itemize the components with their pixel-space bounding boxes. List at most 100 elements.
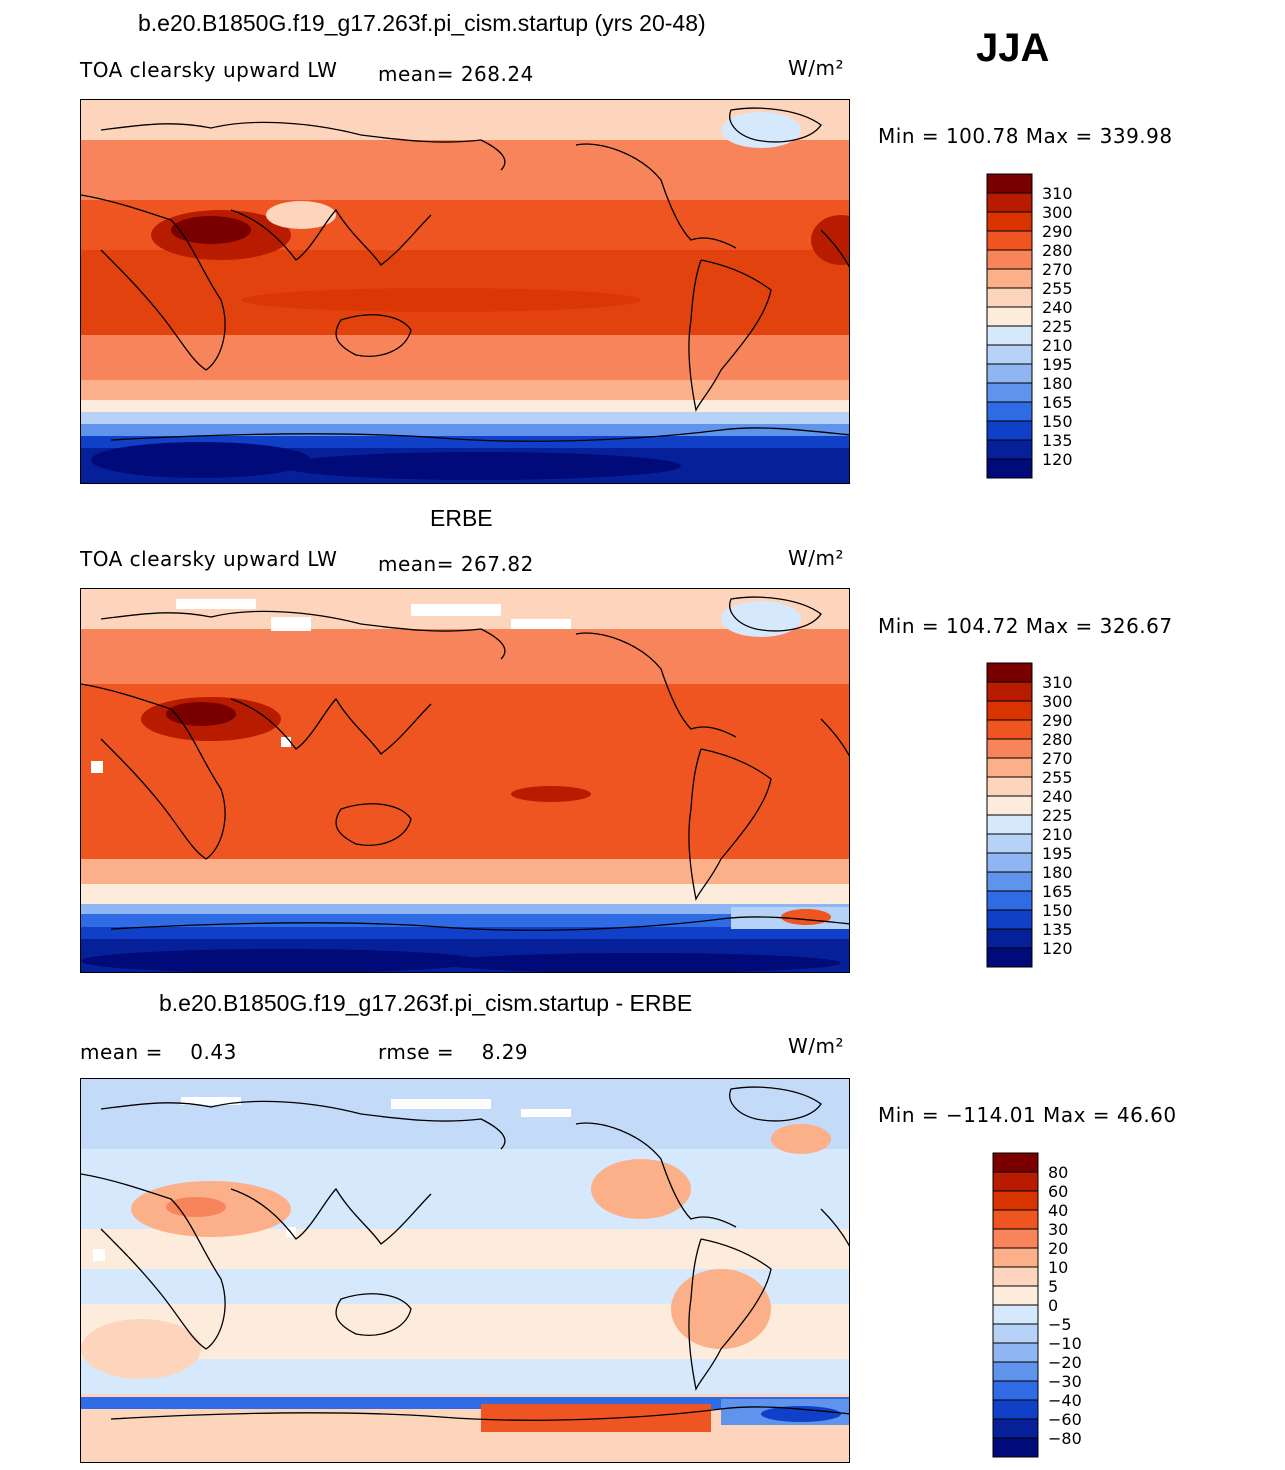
colorbar-tick-label: −20 (1048, 1353, 1082, 1372)
panel-obs-map (80, 588, 850, 973)
colorbar-box (986, 662, 1033, 683)
colorbar-tick-label: 270 (1042, 260, 1073, 279)
colorbar-tick-label: 120 (1042, 450, 1073, 469)
panel-model-map-svg (81, 100, 849, 483)
colorbar-box (986, 719, 1033, 740)
colorbar-tick-label: 290 (1042, 222, 1073, 241)
colorbar-tick-label: 0 (1048, 1296, 1058, 1315)
colorbar-box (992, 1380, 1039, 1401)
panel-model-title: b.e20.B1850G.f19_g17.263f.pi_cism.startu… (138, 10, 706, 36)
colorbar-tick-label: 60 (1048, 1182, 1068, 1201)
colorbar-box (986, 382, 1033, 403)
colorbar-box (992, 1304, 1039, 1325)
colorbar-tick-label: 40 (1048, 1201, 1068, 1220)
colorbar-tick-label: 240 (1042, 787, 1073, 806)
colorbar-tick-label: 165 (1042, 882, 1073, 901)
colorbar-tick-label: 20 (1048, 1239, 1068, 1258)
panel-diff-mean: mean = 0.43 (80, 1040, 237, 1064)
colorbar-box (986, 344, 1033, 365)
colorbar-box (986, 871, 1033, 892)
colorbar-box (992, 1285, 1039, 1306)
season-label: JJA (976, 26, 1050, 70)
colorbar-tick-label: −10 (1048, 1334, 1082, 1353)
colorbar-tick-label: 255 (1042, 279, 1073, 298)
colorbar-box (986, 268, 1033, 289)
colorbar-tick-label: 300 (1042, 203, 1073, 222)
colorbar-box (986, 795, 1033, 816)
panel-diff-map-svg (81, 1079, 849, 1462)
colorbar-tick-label: 310 (1042, 673, 1073, 692)
colorbar-box (986, 738, 1033, 759)
colorbar-tick-label: 280 (1042, 241, 1073, 260)
colorbar-tick-label: −60 (1048, 1410, 1082, 1429)
colorbar-box (986, 757, 1033, 778)
colorbar-box (986, 814, 1033, 835)
panel-diff-minmax: Min = −114.01 Max = 46.60 (878, 1103, 1177, 1127)
colorbar-box (986, 173, 1033, 194)
panel-obs-map-svg (81, 589, 849, 972)
colorbar-tick-label: 290 (1042, 711, 1073, 730)
colorbar-box (986, 928, 1033, 949)
colorbar-box (986, 700, 1033, 721)
colorbar-box (992, 1228, 1039, 1249)
colorbar-tick-label: 240 (1042, 298, 1073, 317)
colorbar-box (986, 681, 1033, 702)
colorbar-tick-label: 135 (1042, 920, 1073, 939)
colorbar-tick-label: 210 (1042, 825, 1073, 844)
colorbar-box (986, 287, 1033, 308)
colorbar-tick-label: 310 (1042, 184, 1073, 203)
colorbar-tick-label: −80 (1048, 1429, 1082, 1448)
panel-obs-minmax: Min = 104.72 Max = 326.67 (878, 614, 1173, 638)
colorbar-tick-label: 5 (1048, 1277, 1058, 1296)
colorbar-box (992, 1361, 1039, 1382)
colorbar-box (986, 401, 1033, 422)
colorbar-tick-label: 165 (1042, 393, 1073, 412)
colorbar-box (992, 1437, 1039, 1458)
panel-diff-rmse: rmse = 8.29 (378, 1040, 529, 1064)
colorbar-box (986, 852, 1033, 873)
colorbar-tick-label: 30 (1048, 1220, 1068, 1239)
colorbar-tick-label: 195 (1042, 844, 1073, 863)
colorbar-tick-label: −40 (1048, 1391, 1082, 1410)
colorbar-box (992, 1247, 1039, 1268)
colorbar-tick-label: −5 (1048, 1315, 1072, 1334)
colorbar-tick-label: 120 (1042, 939, 1073, 958)
panel-model-variable: TOA clearsky upward LW (80, 58, 338, 82)
colorbar-box (992, 1323, 1039, 1344)
colorbar-tick-label: 225 (1042, 806, 1073, 825)
colorbar-box (986, 306, 1033, 327)
panel-diff-units: W/m² (788, 1034, 845, 1058)
colorbar-box (986, 776, 1033, 797)
colorbar-box (992, 1418, 1039, 1439)
panel-model-mean: mean= 268.24 (378, 62, 534, 86)
colorbar-tick-label: 80 (1048, 1163, 1068, 1182)
colorbar-box (992, 1152, 1039, 1173)
colorbar-box (986, 890, 1033, 911)
colorbar-box (986, 439, 1033, 460)
panel-model-minmax: Min = 100.78 Max = 339.98 (878, 124, 1173, 148)
panel-diff-title: b.e20.B1850G.f19_g17.263f.pi_cism.startu… (159, 990, 693, 1016)
panel-model-units: W/m² (788, 56, 845, 80)
colorbar-tick-label: 135 (1042, 431, 1073, 450)
colorbar-tick-label: 180 (1042, 374, 1073, 393)
colorbar-box (986, 230, 1033, 251)
colorbar-box (986, 833, 1033, 854)
colorbar-tick-label: 280 (1042, 730, 1073, 749)
colorbar-tick-label: 255 (1042, 768, 1073, 787)
colorbar-tick-label: −30 (1048, 1372, 1082, 1391)
colorbar-tick-label: 225 (1042, 317, 1073, 336)
panel-obs-variable: TOA clearsky upward LW (80, 547, 338, 571)
colorbar-tick-label: 210 (1042, 336, 1073, 355)
panel-obs-units: W/m² (788, 546, 845, 570)
colorbar-tick-label: 150 (1042, 412, 1073, 431)
colorbar-tick-label: 195 (1042, 355, 1073, 374)
panel-obs-mean: mean= 267.82 (378, 552, 534, 576)
colorbar-box (986, 325, 1033, 346)
panel-model-map (80, 99, 850, 484)
colorbar-tick-label: 150 (1042, 901, 1073, 920)
colorbar-box (992, 1190, 1039, 1211)
colorbar-box (986, 458, 1033, 479)
colorbar-box (986, 192, 1033, 213)
colorbar-tick-label: 10 (1048, 1258, 1068, 1277)
colorbar-box (986, 363, 1033, 384)
